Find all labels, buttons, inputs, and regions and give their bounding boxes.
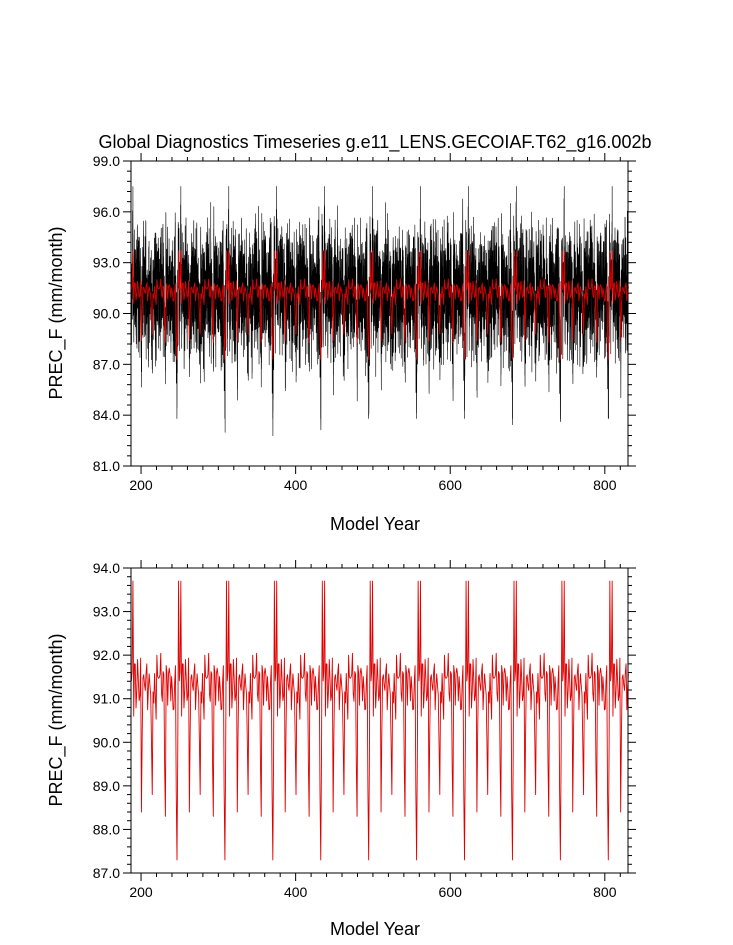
y-tick-label: 91.0 [93, 691, 120, 707]
y-tick-label: 81.0 [93, 458, 120, 474]
bottom-panel-series [130, 580, 629, 861]
bottom-panel-frame [130, 567, 629, 874]
y-tick-label: 90.0 [93, 734, 120, 750]
bottom-panel-x-axis-label: Model Year [330, 919, 420, 939]
x-tick-label: 800 [593, 884, 617, 900]
top-panel-x-axis-label: Model Year [330, 514, 420, 534]
bottom-timeseries-panel: 200 400 600 800 87.0 88.0 89.0 90.0 91.0 92.0 93.0… [46, 560, 636, 939]
x-tick-label: 400 [284, 477, 308, 493]
y-tick-label: 87.0 [93, 356, 120, 372]
top-panel-y-axis-label: PREC_F (mm/month) [46, 226, 67, 399]
series-line-monthly [130, 186, 629, 437]
x-tick-label: 200 [129, 884, 153, 900]
x-tick-label: 400 [284, 884, 308, 900]
bottom-panel-ticks: 200 400 600 800 87.0 88.0 89.0 90.0 91.0 92.0 93.0… [93, 560, 636, 900]
y-tick-label: 87.0 [93, 865, 120, 881]
x-tick-label: 600 [439, 884, 463, 900]
x-tick-label: 800 [593, 477, 617, 493]
y-tick-label: 84.0 [93, 407, 120, 423]
top-timeseries-panel: 200 400 600 800 81.0 84.0 87.0 90.0 93.0 96.0 99.0… [46, 153, 636, 534]
y-tick-label: 99.0 [93, 153, 120, 169]
top-panel-ticks: 200 400 600 800 81.0 84.0 87.0 90.0 93.0 96.0 99.0 [93, 153, 636, 493]
y-tick-label: 96.0 [93, 204, 120, 220]
y-tick-label: 93.0 [93, 604, 120, 620]
chart-title: Global Diagnostics Timeseries g.e11_LENS… [99, 132, 652, 153]
top-panel-series [130, 186, 629, 437]
y-tick-label: 90.0 [93, 306, 120, 322]
x-tick-label: 200 [129, 477, 153, 493]
y-tick-label: 92.0 [93, 647, 120, 663]
y-tick-label: 94.0 [93, 560, 120, 576]
series-line-annual [130, 250, 629, 360]
y-tick-label: 93.0 [93, 255, 120, 271]
y-tick-label: 88.0 [93, 821, 120, 837]
series-line-annual [130, 580, 629, 861]
bottom-panel-y-axis-label: PREC_F (mm/month) [46, 633, 67, 806]
x-tick-label: 600 [439, 477, 463, 493]
y-tick-label: 89.0 [93, 778, 120, 794]
